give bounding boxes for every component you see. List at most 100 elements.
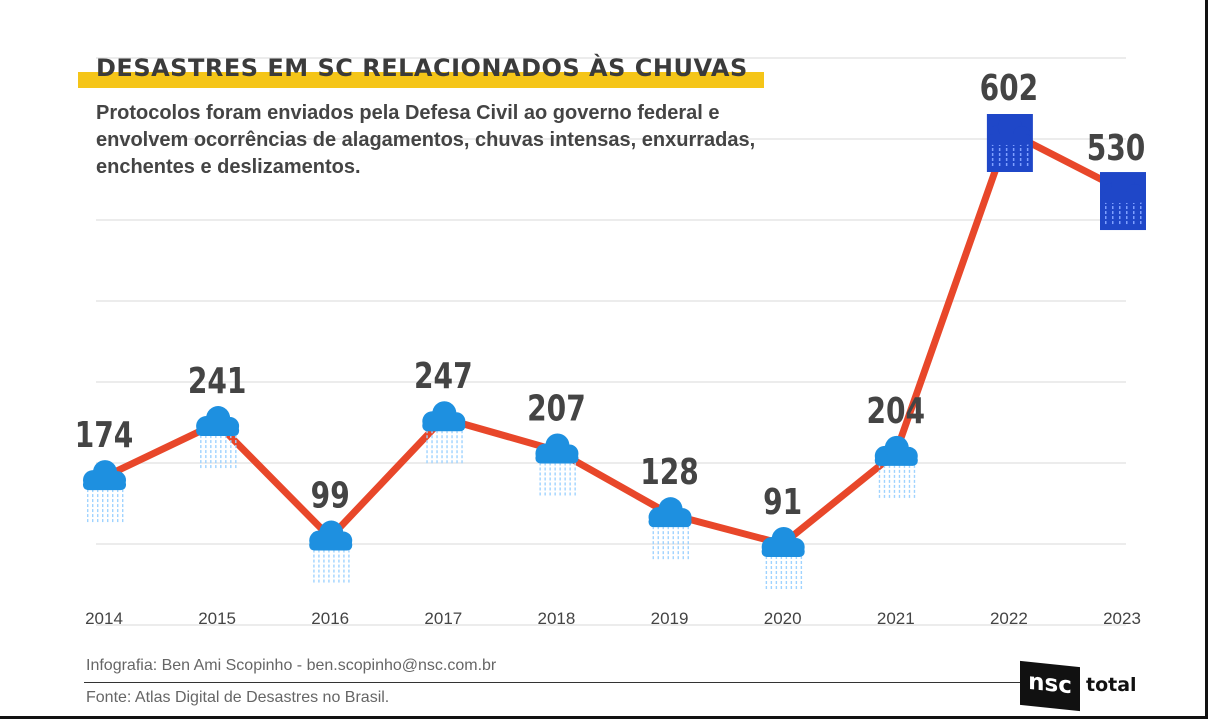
- raindrop: [1140, 216, 1142, 220]
- raindrop: [1019, 158, 1022, 161]
- raindrop: [210, 435, 212, 439]
- raindrop: [682, 526, 684, 530]
- raindrop: [230, 450, 232, 454]
- raindrop: [878, 479, 881, 483]
- raindrop: [800, 571, 803, 574]
- raindrop: [913, 489, 916, 493]
- raindrop: [87, 514, 89, 518]
- raindrop: [795, 561, 798, 564]
- raindrop: [770, 586, 773, 589]
- raindrop: [107, 499, 109, 503]
- raindrop: [1005, 153, 1008, 156]
- raindrop: [338, 574, 340, 578]
- raindrop: [795, 586, 798, 589]
- raindrop: [1126, 221, 1128, 225]
- raindrop: [677, 541, 679, 545]
- raindrop: [1105, 216, 1107, 220]
- raindrop: [790, 561, 793, 564]
- raindrop: [800, 566, 803, 569]
- raindrop: [426, 430, 428, 434]
- raindrop: [559, 462, 561, 466]
- raindrop: [461, 440, 463, 444]
- raindrop: [559, 482, 561, 486]
- raindrop: [1019, 163, 1022, 166]
- raindrop: [200, 455, 202, 459]
- raindrop: [775, 571, 778, 574]
- raindrop: [1105, 211, 1107, 215]
- raindrop: [893, 494, 896, 498]
- raindrop: [667, 526, 669, 530]
- raindrop: [998, 153, 1001, 156]
- raindrop: [122, 489, 124, 493]
- raindrop: [780, 581, 783, 584]
- raindrop: [200, 460, 202, 464]
- raindrop: [338, 559, 340, 563]
- raindrop: [883, 469, 886, 473]
- raindrop: [1140, 211, 1142, 215]
- rain-cloud-icon: [874, 435, 918, 498]
- raindrop: [200, 465, 202, 469]
- raindrop: [888, 474, 891, 478]
- raindrop: [913, 484, 916, 488]
- raindrop: [205, 455, 207, 459]
- raindrop: [1105, 221, 1107, 225]
- series-line-path: [100, 128, 1126, 548]
- raindrop: [313, 564, 315, 568]
- raindrop: [205, 465, 207, 469]
- raindrop: [785, 586, 788, 589]
- raindrop: [539, 477, 541, 481]
- x-axis: 2014 2015 2016 2017 2018 2019 2020 2021 2022 2023: [85, 609, 1141, 628]
- raindrop: [539, 472, 541, 476]
- raindrop: [903, 474, 906, 478]
- raindrop: [991, 158, 994, 161]
- raindrop: [107, 504, 109, 508]
- raindrop: [446, 440, 448, 444]
- raindrop: [898, 474, 901, 478]
- title-highlight-bar: [78, 72, 764, 88]
- raindrop: [328, 549, 330, 553]
- raindrop: [800, 581, 803, 584]
- raindrop: [913, 479, 916, 483]
- raindrop: [446, 435, 448, 439]
- series-line: [100, 128, 1126, 548]
- raindrop: [574, 462, 576, 466]
- raindrop: [554, 492, 556, 496]
- raindrop: [456, 450, 458, 454]
- raindrop: [318, 579, 320, 583]
- raindrop: [92, 489, 94, 493]
- raindrop: [446, 450, 448, 454]
- raindrop: [667, 556, 669, 560]
- raindrop: [775, 576, 778, 579]
- raindrop: [883, 489, 886, 493]
- raindrop: [122, 519, 124, 523]
- rain-cloud-icon: [648, 497, 692, 560]
- raindrop: [230, 455, 232, 459]
- raindrop: [313, 554, 315, 558]
- raindrop: [672, 526, 674, 530]
- raindrop: [97, 509, 99, 513]
- raindrop: [677, 531, 679, 535]
- raindrop: [569, 472, 571, 476]
- raindrop: [1119, 216, 1121, 220]
- raindrop: [112, 499, 114, 503]
- raindrop: [313, 549, 315, 553]
- data-labels: 174 241 99 247 207 128 91 204 602 530: [75, 67, 1146, 523]
- raindrop: [1026, 153, 1029, 156]
- data-label: 204: [866, 389, 925, 431]
- raindrop: [200, 445, 202, 449]
- raindrop: [348, 559, 350, 563]
- raindrop: [667, 551, 669, 555]
- raindrop: [333, 564, 335, 568]
- raindrop: [338, 549, 340, 553]
- raindrop: [323, 559, 325, 563]
- raindrop: [903, 479, 906, 483]
- raindrop: [800, 556, 803, 559]
- raindrop: [225, 445, 227, 449]
- raindrop: [426, 445, 428, 449]
- raindrop: [559, 487, 561, 491]
- raindrop: [677, 536, 679, 540]
- raindrop: [559, 467, 561, 471]
- raindrop: [544, 492, 546, 496]
- raindrop: [215, 465, 217, 469]
- raindrop: [903, 494, 906, 498]
